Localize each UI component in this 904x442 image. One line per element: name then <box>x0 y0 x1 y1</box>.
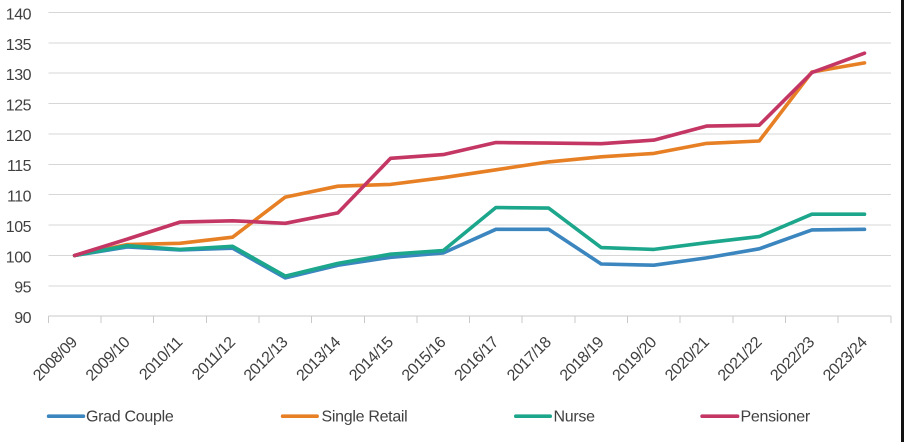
svg-text:2014/15: 2014/15 <box>346 334 397 385</box>
svg-text:130: 130 <box>6 67 32 84</box>
svg-text:Grad Couple: Grad Couple <box>86 409 174 426</box>
svg-text:140: 140 <box>6 6 32 23</box>
svg-text:2019/20: 2019/20 <box>610 334 661 385</box>
svg-text:2022/23: 2022/23 <box>767 334 818 385</box>
svg-text:90: 90 <box>14 310 31 327</box>
svg-text:2013/14: 2013/14 <box>294 334 345 385</box>
svg-text:125: 125 <box>6 98 32 115</box>
svg-text:135: 135 <box>6 37 32 54</box>
svg-text:2021/22: 2021/22 <box>715 334 766 385</box>
svg-text:2010/11: 2010/11 <box>136 334 186 384</box>
svg-text:2020/21: 2020/21 <box>662 334 713 385</box>
svg-text:2011/12: 2011/12 <box>189 334 239 384</box>
svg-text:2008/09: 2008/09 <box>30 334 81 385</box>
svg-text:105: 105 <box>6 219 32 236</box>
svg-text:2015/16: 2015/16 <box>399 334 450 385</box>
svg-text:2017/18: 2017/18 <box>504 334 555 385</box>
svg-text:110: 110 <box>7 189 32 206</box>
svg-text:2018/19: 2018/19 <box>557 334 608 385</box>
svg-text:100: 100 <box>6 249 32 266</box>
svg-text:95: 95 <box>14 280 31 297</box>
svg-text:Pensioner: Pensioner <box>741 409 811 426</box>
svg-text:2009/10: 2009/10 <box>83 334 134 385</box>
svg-text:2016/17: 2016/17 <box>452 334 503 385</box>
svg-text:2012/13: 2012/13 <box>241 334 292 385</box>
svg-text:Single Retail: Single Retail <box>322 409 408 426</box>
svg-text:120: 120 <box>6 128 32 145</box>
svg-text:115: 115 <box>7 158 32 175</box>
svg-text:2023/24: 2023/24 <box>820 334 871 385</box>
svg-text:Nurse: Nurse <box>554 409 596 426</box>
